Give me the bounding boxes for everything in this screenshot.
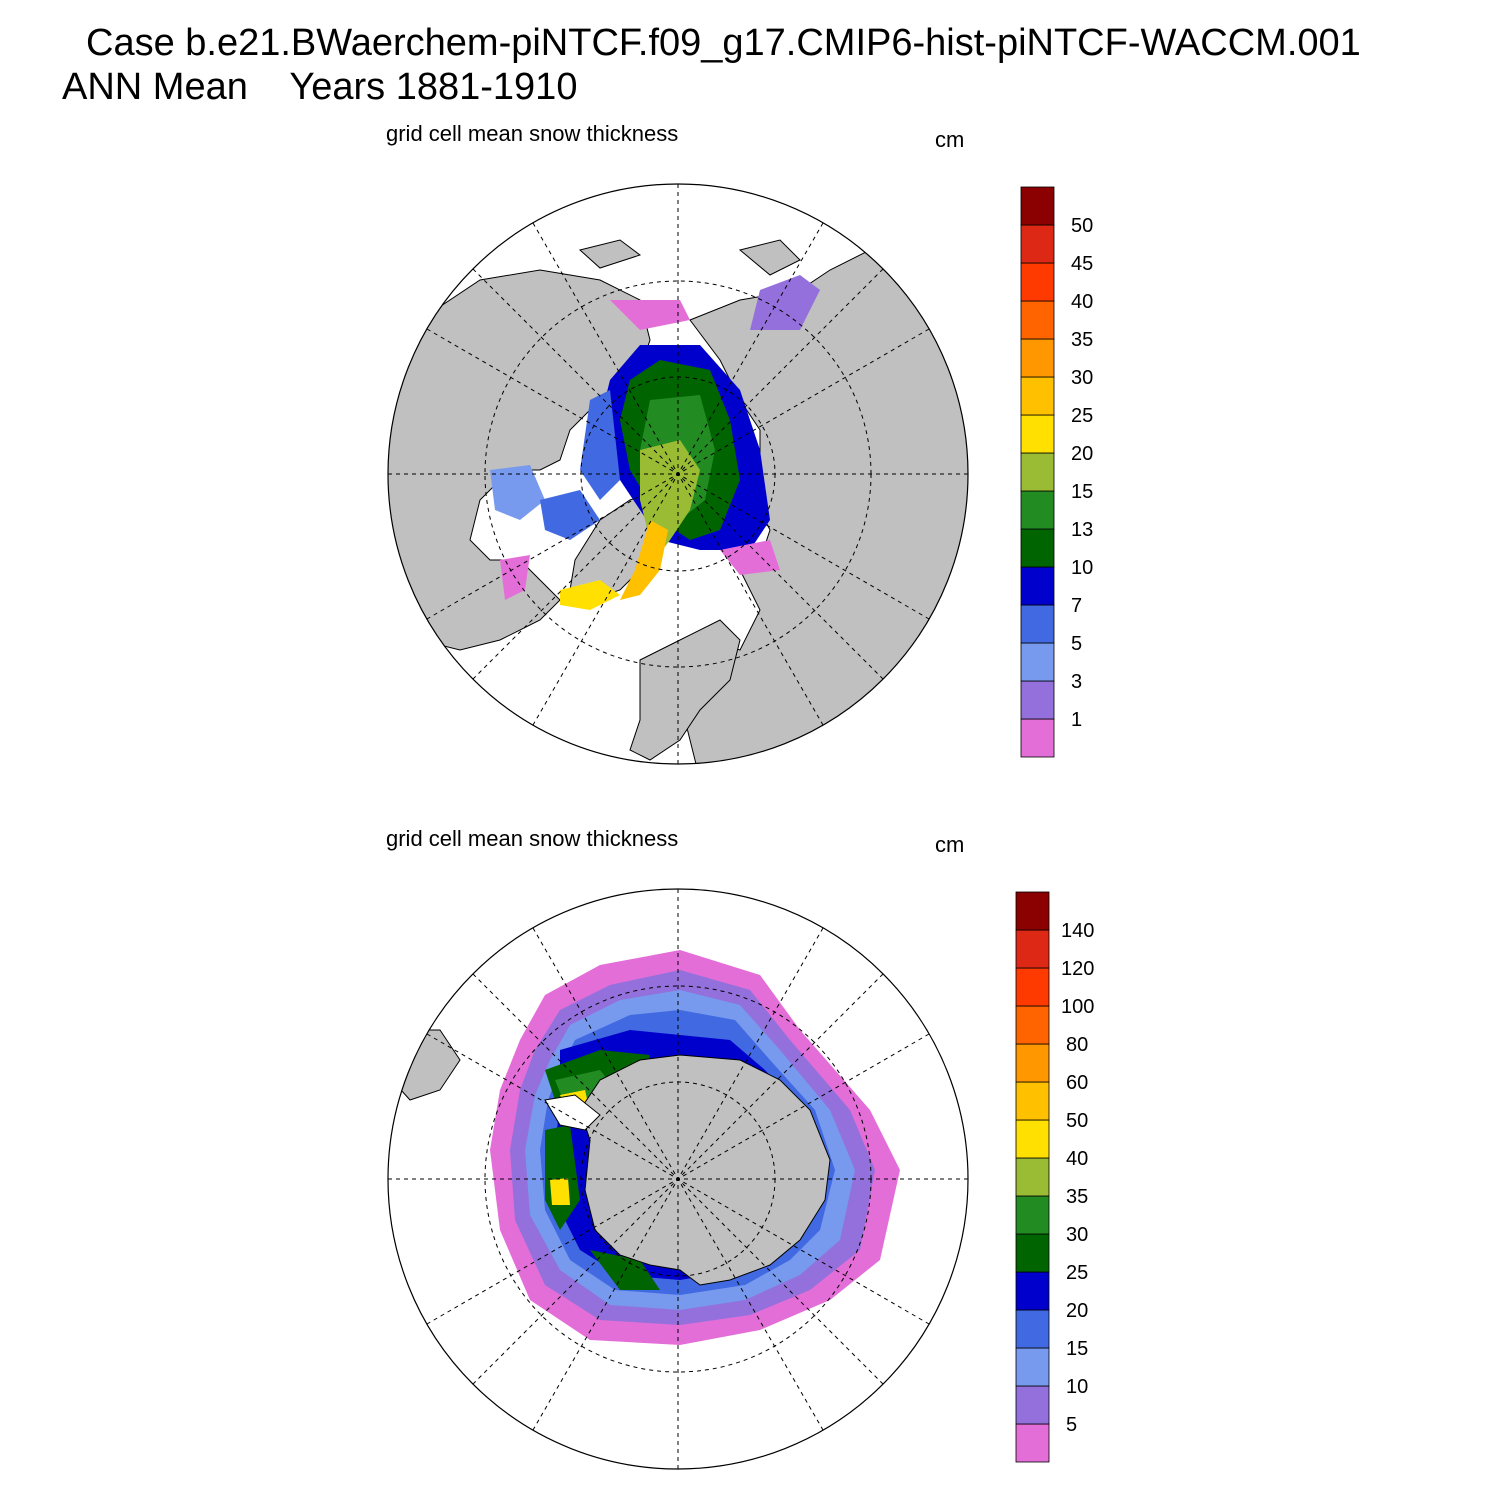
north-colorbar-label-12: 45 xyxy=(1071,253,1093,275)
south-colorbar-label-2: 15 xyxy=(1066,1338,1088,1360)
north-colorbar-box-5 xyxy=(1020,528,1055,568)
north-colorbar-box-13 xyxy=(1020,224,1055,264)
north-colorbar-label-5: 13 xyxy=(1071,519,1093,541)
north-colorbar-box-10 xyxy=(1020,338,1055,378)
south-colorbar-box-2 xyxy=(1015,1347,1050,1387)
south-colorbar-label-4: 25 xyxy=(1066,1262,1088,1284)
south-units-label: cm xyxy=(935,832,965,857)
north-polar-map xyxy=(387,183,969,765)
south-colorbar-label-6: 35 xyxy=(1066,1186,1088,1208)
north-graticule xyxy=(388,184,968,764)
north-colorbar-label-1: 3 xyxy=(1071,671,1082,693)
figure-title-period: ANN Mean Years 1881-1910 xyxy=(62,66,578,108)
south-colorbar-box-13 xyxy=(1015,929,1050,969)
north-colorbar-box-1 xyxy=(1020,680,1055,720)
south-colorbar-label-1: 10 xyxy=(1066,1376,1088,1398)
south-colorbar-box-4 xyxy=(1015,1271,1050,1311)
north-colorbar-label-9: 30 xyxy=(1071,367,1093,389)
south-colorbar-box-7 xyxy=(1015,1157,1050,1197)
south-colorbar-box-5 xyxy=(1015,1233,1050,1273)
north-colorbar-label-7: 20 xyxy=(1071,443,1093,465)
south-panel-title: grid cell mean snow thickness xyxy=(386,826,679,851)
north-colorbar-label-11: 40 xyxy=(1071,291,1093,313)
north-colorbar-box-6 xyxy=(1020,490,1055,530)
north-panel-title: grid cell mean snow thickness xyxy=(386,121,679,146)
north-colorbar-box-8 xyxy=(1020,414,1055,454)
south-colorbar-label-3: 20 xyxy=(1066,1300,1088,1322)
north-colorbar-box-2 xyxy=(1020,642,1055,682)
south-colorbar-label-9: 60 xyxy=(1066,1072,1088,1094)
figure-title-case: Case b.e21.BWaerchem-piNTCF.f09_g17.CMIP… xyxy=(86,22,1361,64)
south-colorbar-box-14 xyxy=(1015,891,1050,931)
south-colorbar-label-12: 120 xyxy=(1061,958,1094,980)
north-colorbar-label-13: 50 xyxy=(1071,215,1093,237)
north-colorbar-label-10: 35 xyxy=(1071,329,1093,351)
south-colorbar-box-3 xyxy=(1015,1309,1050,1349)
south-colorbar: 5 10 15 20 25 30 35 40 50 60 80 100 120 140 xyxy=(1015,891,1094,1463)
south-colorbar-label-5: 30 xyxy=(1066,1224,1088,1246)
north-colorbar-box-3 xyxy=(1020,604,1055,644)
south-colorbar-box-9 xyxy=(1015,1081,1050,1121)
north-colorbar-box-9 xyxy=(1020,376,1055,416)
south-colorbar-box-0 xyxy=(1015,1423,1050,1463)
north-colorbar-label-8: 25 xyxy=(1071,405,1093,427)
antarctica-land xyxy=(579,1054,831,1286)
north-units-label: cm xyxy=(935,127,965,152)
south-map-border xyxy=(387,888,969,1470)
south-colorbar-box-10 xyxy=(1015,1043,1050,1083)
south-graticule xyxy=(388,889,968,1469)
south-colorbar-box-1 xyxy=(1015,1385,1050,1425)
north-map-border xyxy=(387,183,969,765)
north-colorbar-label-2: 5 xyxy=(1071,633,1082,655)
north-colorbar-box-12 xyxy=(1020,262,1055,302)
north-colorbar-box-11 xyxy=(1020,300,1055,340)
south-colorbar-label-8: 50 xyxy=(1066,1110,1088,1132)
south-colorbar-label-11: 100 xyxy=(1061,996,1094,1018)
south-colorbar-box-8 xyxy=(1015,1119,1050,1159)
south-colorbar-label-7: 40 xyxy=(1066,1148,1088,1170)
north-colorbar-label-6: 15 xyxy=(1071,481,1093,503)
south-colorbar-box-6 xyxy=(1015,1195,1050,1235)
north-colorbar-box-14 xyxy=(1020,186,1055,226)
south-colorbar-label-0: 5 xyxy=(1066,1414,1077,1436)
south-colorbar-box-12 xyxy=(1015,967,1050,1007)
north-colorbar-box-0 xyxy=(1020,718,1055,758)
north-land xyxy=(388,239,968,764)
north-colorbar-label-0: 1 xyxy=(1071,709,1082,731)
south-colorbar-label-10: 80 xyxy=(1066,1034,1088,1056)
south-colorbar-label-13: 140 xyxy=(1061,920,1094,942)
south-colorbar-box-11 xyxy=(1015,1005,1050,1045)
north-colorbar-box-4 xyxy=(1020,566,1055,606)
south-polar-map xyxy=(387,888,969,1470)
north-colorbar-label-4: 10 xyxy=(1071,557,1093,579)
north-colorbar-label-3: 7 xyxy=(1071,595,1082,617)
antarctic-peninsula-ice-shelf xyxy=(544,1094,601,1131)
north-colorbar-box-7 xyxy=(1020,452,1055,492)
